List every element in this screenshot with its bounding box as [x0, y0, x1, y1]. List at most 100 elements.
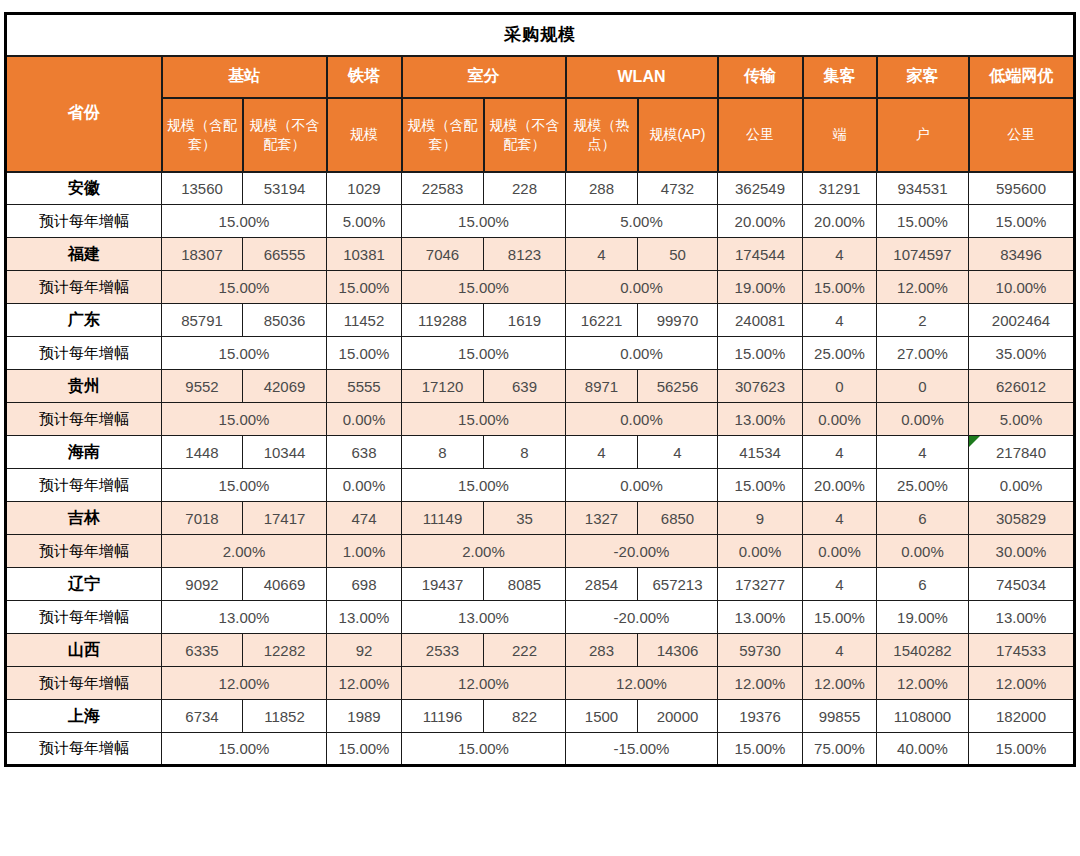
value-cell: 4 [803, 634, 877, 667]
growth-value-cell: 15.00% [877, 205, 969, 238]
subcol-base-excl: 规模（不含配套） [243, 98, 327, 172]
province-row: 吉林701817417474111493513276850946305829 [6, 502, 1075, 535]
table-header: 采购规模 省份 基站 铁塔 室分 WLAN 传输 集客 家客 低端网优 规模（含… [6, 14, 1075, 172]
value-cell: 10381 [327, 238, 402, 271]
growth-value-cell: 25.00% [803, 337, 877, 370]
col-header-group-customer: 集客 [803, 56, 877, 98]
col-header-province: 省份 [6, 56, 162, 172]
error-flag-icon [969, 436, 980, 447]
subcol-indoor-incl: 规模（含配套） [402, 98, 484, 172]
growth-value-cell: 0.00% [327, 469, 402, 502]
growth-value-cell: 5.00% [566, 205, 718, 238]
value-cell: 474 [327, 502, 402, 535]
value-cell: 228 [484, 172, 566, 205]
value-cell: 17417 [243, 502, 327, 535]
procurement-table: 采购规模 省份 基站 铁塔 室分 WLAN 传输 集客 家客 低端网优 规模（含… [4, 12, 1076, 767]
province-row: 贵州95524206955551712063989715625630762300… [6, 370, 1075, 403]
growth-value-cell: -20.00% [566, 601, 718, 634]
value-cell: 99970 [638, 304, 718, 337]
growth-row-label: 预计每年增幅 [6, 403, 162, 436]
growth-value-cell: 27.00% [877, 337, 969, 370]
value-cell: 19437 [402, 568, 484, 601]
value-cell: 6 [877, 568, 969, 601]
province-row: 福建18307665551038170468123450174544410745… [6, 238, 1075, 271]
value-cell: 13560 [162, 172, 243, 205]
value-cell: 22583 [402, 172, 484, 205]
header-sub-row: 规模（含配套） 规模（不含配套） 规模 规模（含配套） 规模（不含配套） 规模（… [6, 98, 1075, 172]
growth-value-cell: 13.00% [718, 403, 803, 436]
value-cell: 7018 [162, 502, 243, 535]
growth-row-label: 预计每年增幅 [6, 205, 162, 238]
province-name-cell: 吉林 [6, 502, 162, 535]
growth-row: 预计每年增幅2.00%1.00%2.00%-20.00%0.00%0.00%0.… [6, 535, 1075, 568]
value-cell: 11852 [243, 700, 327, 733]
growth-value-cell: 15.00% [162, 469, 327, 502]
value-cell: 4 [803, 502, 877, 535]
growth-value-cell: 5.00% [969, 403, 1075, 436]
value-cell: 16221 [566, 304, 638, 337]
growth-value-cell: 12.00% [162, 667, 327, 700]
growth-value-cell: 1.00% [327, 535, 402, 568]
value-cell: 85791 [162, 304, 243, 337]
title-row: 采购规模 [6, 14, 1075, 56]
growth-value-cell: 0.00% [566, 337, 718, 370]
value-cell: 283 [566, 634, 638, 667]
value-cell: 1448 [162, 436, 243, 469]
value-cell: 2533 [402, 634, 484, 667]
value-cell: 4 [566, 436, 638, 469]
province-name-cell: 海南 [6, 436, 162, 469]
growth-value-cell: 15.00% [402, 733, 566, 766]
growth-value-cell: 20.00% [803, 469, 877, 502]
value-cell: 42069 [243, 370, 327, 403]
value-cell: 173277 [718, 568, 803, 601]
growth-value-cell: 15.00% [402, 337, 566, 370]
growth-value-cell: 0.00% [566, 469, 718, 502]
value-cell: 56256 [638, 370, 718, 403]
growth-value-cell: 0.00% [803, 535, 877, 568]
value-cell: 934531 [877, 172, 969, 205]
province-row: 上海67341185219891119682215002000019376998… [6, 700, 1075, 733]
growth-value-cell: 15.00% [969, 733, 1075, 766]
value-cell: 8 [402, 436, 484, 469]
growth-value-cell: 15.00% [402, 271, 566, 304]
value-cell: 182000 [969, 700, 1075, 733]
value-cell: 6734 [162, 700, 243, 733]
value-cell: 83496 [969, 238, 1075, 271]
growth-value-cell: 15.00% [803, 601, 877, 634]
province-name-cell: 上海 [6, 700, 162, 733]
growth-value-cell: 12.00% [969, 667, 1075, 700]
value-cell: 11149 [402, 502, 484, 535]
growth-value-cell: 13.00% [402, 601, 566, 634]
value-cell: 745034 [969, 568, 1075, 601]
subcol-group-port: 端 [803, 98, 877, 172]
growth-value-cell: 19.00% [877, 601, 969, 634]
subcol-wlan-hotspot: 规模（热点） [566, 98, 638, 172]
value-cell: 41534 [718, 436, 803, 469]
value-cell: 6335 [162, 634, 243, 667]
value-cell: 1540282 [877, 634, 969, 667]
growth-value-cell: 12.00% [566, 667, 718, 700]
value-cell: 305829 [969, 502, 1075, 535]
value-cell: 11196 [402, 700, 484, 733]
growth-value-cell: 0.00% [566, 271, 718, 304]
growth-value-cell: 12.00% [877, 667, 969, 700]
growth-value-cell: 75.00% [803, 733, 877, 766]
growth-value-cell: 40.00% [877, 733, 969, 766]
growth-value-cell: 12.00% [803, 667, 877, 700]
value-cell: 31291 [803, 172, 877, 205]
growth-row: 预计每年增幅15.00%5.00%15.00%5.00%20.00%20.00%… [6, 205, 1075, 238]
growth-row-label: 预计每年增幅 [6, 535, 162, 568]
col-header-home-customer: 家客 [877, 56, 969, 98]
growth-value-cell: 0.00% [969, 469, 1075, 502]
value-cell: 9092 [162, 568, 243, 601]
growth-value-cell: 30.00% [969, 535, 1075, 568]
value-cell: 595600 [969, 172, 1075, 205]
value-cell: 18307 [162, 238, 243, 271]
value-cell: 240081 [718, 304, 803, 337]
province-row: 广东85791850361145211928816191622199970240… [6, 304, 1075, 337]
value-cell: 174544 [718, 238, 803, 271]
header-group-row: 省份 基站 铁塔 室分 WLAN 传输 集客 家客 低端网优 [6, 56, 1075, 98]
growth-value-cell: 15.00% [162, 271, 327, 304]
province-row: 辽宁90924066969819437808528546572131732774… [6, 568, 1075, 601]
growth-value-cell: 0.00% [877, 535, 969, 568]
